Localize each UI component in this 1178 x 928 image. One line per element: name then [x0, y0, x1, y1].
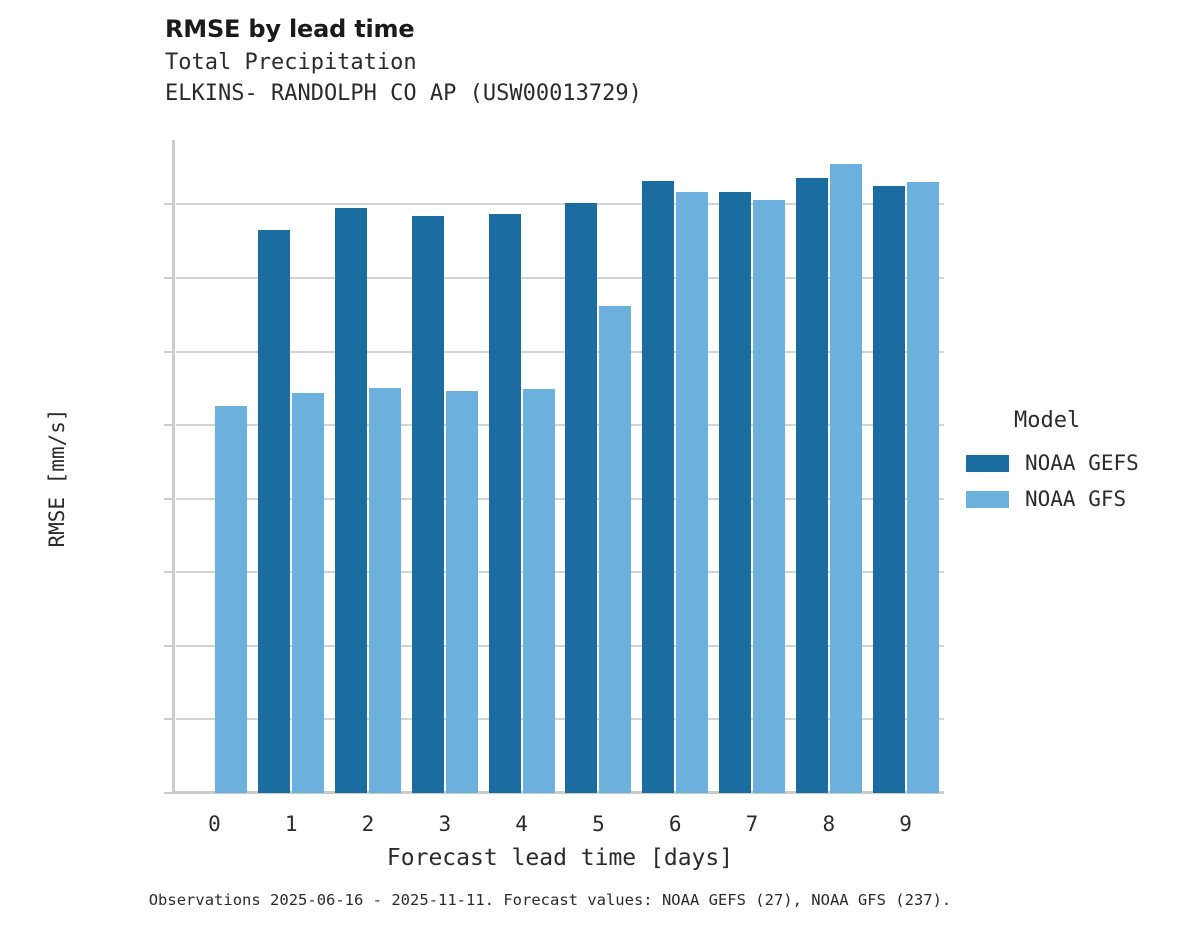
bar [829, 164, 862, 793]
title-block: RMSE by lead time Total Precipitation EL… [165, 16, 965, 109]
y-tick-mark [164, 203, 173, 206]
x-tick-label: 9 [899, 812, 912, 836]
x-tick-label: 5 [592, 812, 605, 836]
bar [522, 389, 555, 793]
x-tick-label: 1 [284, 812, 298, 836]
legend-item-label: NOAA GFS [1025, 487, 1127, 511]
y-tick-mark [164, 792, 173, 794]
bar [872, 186, 905, 793]
legend-swatch-icon [966, 490, 1009, 508]
bar [411, 216, 444, 793]
bar [258, 230, 291, 793]
legend-swatch-icon [966, 454, 1009, 472]
page-title: RMSE by lead time [165, 15, 415, 43]
gridline [176, 497, 944, 500]
gridline [176, 644, 944, 647]
legend-item-label: NOAA GEFS [1025, 451, 1139, 475]
y-tick-mark [164, 350, 173, 353]
gridline [176, 424, 944, 427]
y-tick-mark [164, 276, 173, 279]
bar [565, 203, 598, 793]
bar [719, 191, 751, 793]
bar [335, 208, 367, 793]
x-axis-line [172, 791, 944, 794]
x-axis-title: Forecast lead time [days] [386, 845, 734, 871]
gridline [176, 350, 944, 353]
y-tick-mark [164, 571, 173, 574]
bar [215, 405, 248, 793]
plot-area [176, 140, 944, 793]
y-tick-mark [164, 718, 173, 721]
y-axis-title: RMSE [mm/s] [45, 408, 69, 548]
bar [369, 388, 401, 793]
x-tick-label: 4 [515, 812, 528, 836]
bar [642, 180, 675, 793]
footnote: Observations 2025-06-16 - 2025-11-11. Fo… [148, 891, 952, 909]
y-axis-line [172, 140, 175, 793]
legend-entries: NOAA GEFS NOAA GFS [966, 447, 1178, 515]
x-tick-label: 0 [208, 812, 221, 836]
bar [488, 214, 521, 793]
legend-title: Model [1014, 408, 1081, 433]
x-tick-label: 2 [361, 812, 375, 836]
x-tick-label: 6 [668, 812, 682, 836]
bar [599, 306, 632, 793]
legend-item[interactable]: NOAA GFS [966, 483, 1178, 515]
bar [795, 177, 828, 793]
x-tick-label: 3 [438, 812, 452, 836]
legend: Model NOAA GEFS NOAA GFS [966, 408, 1178, 519]
y-tick-mark [164, 644, 173, 647]
chart-subtitle-variable: Total Precipitation [165, 50, 417, 76]
gridline [176, 203, 944, 206]
gridline [176, 571, 944, 574]
bar [753, 199, 785, 793]
bar [292, 393, 325, 793]
x-tick-label: 7 [745, 812, 759, 836]
gridline [176, 718, 944, 721]
bar [906, 181, 939, 793]
bar [445, 390, 478, 793]
x-tick-label: 8 [822, 812, 836, 836]
y-tick-mark [164, 424, 173, 427]
chart-subtitle-station: ELKINS- RANDOLPH CO AP (USW00013729) [165, 80, 642, 106]
legend-item[interactable]: NOAA GEFS [966, 447, 1178, 479]
gridline [176, 276, 944, 279]
y-tick-mark [164, 497, 173, 500]
bar [676, 192, 709, 793]
